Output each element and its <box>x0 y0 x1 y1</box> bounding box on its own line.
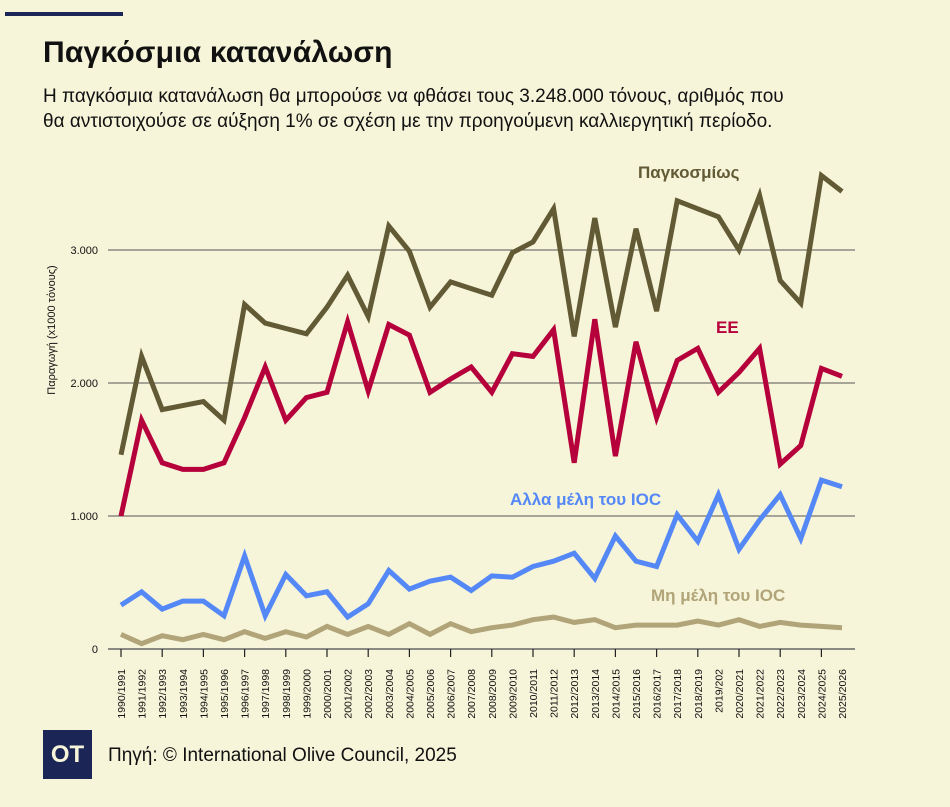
series-line-other_ioc <box>119 476 843 623</box>
x-tick-label: 2002/2003 <box>363 669 375 719</box>
x-tick-label: 1994/1995 <box>198 669 210 719</box>
series-label-eu: ΕΕ <box>716 318 739 337</box>
x-tick-label: 2008/2009 <box>487 669 499 719</box>
x-tick-label: 2021/2022 <box>755 669 767 719</box>
source-credit: Πηγή: © International Olive Council, 202… <box>108 745 457 766</box>
x-tick-label: 1998/1999 <box>281 669 293 719</box>
x-tick-label: 2022/2023 <box>775 669 787 719</box>
x-tick-label: 1992/1993 <box>157 669 169 719</box>
y-tick-label: 0 <box>92 644 98 656</box>
x-tick-label: 2001/2002 <box>343 669 355 719</box>
y-tick-label: 2.000 <box>70 378 98 390</box>
series-line-non_ioc <box>119 614 843 647</box>
x-tick-label: 2025/2026 <box>837 669 849 719</box>
x-tick-label: 2013/2014 <box>590 669 602 719</box>
x-tick-label: 2023/2024 <box>796 669 808 719</box>
x-tick-label: 2009/2010 <box>507 669 519 719</box>
x-tick-label: 1996/1997 <box>240 669 252 719</box>
x-tick-label: 1995/1996 <box>219 669 231 719</box>
series-line-eu <box>118 312 843 517</box>
x-tick-label: 2016/2017 <box>652 669 664 719</box>
y-tick-label: 3.000 <box>70 245 98 257</box>
x-tick-label: 1993/1994 <box>178 669 190 719</box>
x-tick-label: 2014/2015 <box>610 669 622 719</box>
x-tick-label: 2020/2021 <box>734 669 746 719</box>
x-tick-label: 1997/1998 <box>260 669 272 719</box>
series-line-world <box>118 170 844 456</box>
series-label-non-ioc: Μη μέλη του IOC <box>651 586 785 605</box>
x-tick-label: 2011/2012 <box>549 669 561 718</box>
y-tick-label: 1.000 <box>70 511 98 523</box>
page-title: Παγκόσμια κατανάλωση <box>43 36 393 69</box>
x-tick-label: 1999/2000 <box>301 669 313 719</box>
x-tick-label: 2007/2008 <box>466 669 478 719</box>
x-tick-label: 2010/2011 <box>528 669 540 718</box>
page-subtitle: Η παγκόσμια κατανάλωση θα μπορούσε να φθ… <box>43 86 784 132</box>
x-tick-label: 1991/1992 <box>137 669 149 719</box>
x-tick-label: 2004/2005 <box>404 669 416 719</box>
x-tick-label: 2006/2007 <box>446 669 458 719</box>
series-label-world: Παγκοσμίως <box>638 163 740 182</box>
x-tick-label: 2005/2006 <box>425 669 437 719</box>
x-tick-label: 2018/2019 <box>693 669 705 719</box>
x-tick-label: 1990/1991 <box>116 669 128 719</box>
x-tick-label: 2024/2025 <box>816 669 828 719</box>
x-tick-label: 2003/2004 <box>384 669 396 719</box>
x-tick-label: 2019/202 <box>713 669 725 713</box>
x-tick-label: 2012/2013 <box>569 669 581 719</box>
x-tick-label: 2017/2018 <box>672 669 684 719</box>
x-tick-label: 2000/2001 <box>322 669 334 719</box>
series-label-other-ioc: Αλλα μέλη του IOC <box>510 490 661 509</box>
brand-logo: OT <box>43 730 92 779</box>
brand-accent-bar <box>5 12 123 16</box>
x-tick-label: 2015/2016 <box>631 669 643 719</box>
y-axis-title: Παραγωγή (x1000 τόνους) <box>46 265 58 394</box>
